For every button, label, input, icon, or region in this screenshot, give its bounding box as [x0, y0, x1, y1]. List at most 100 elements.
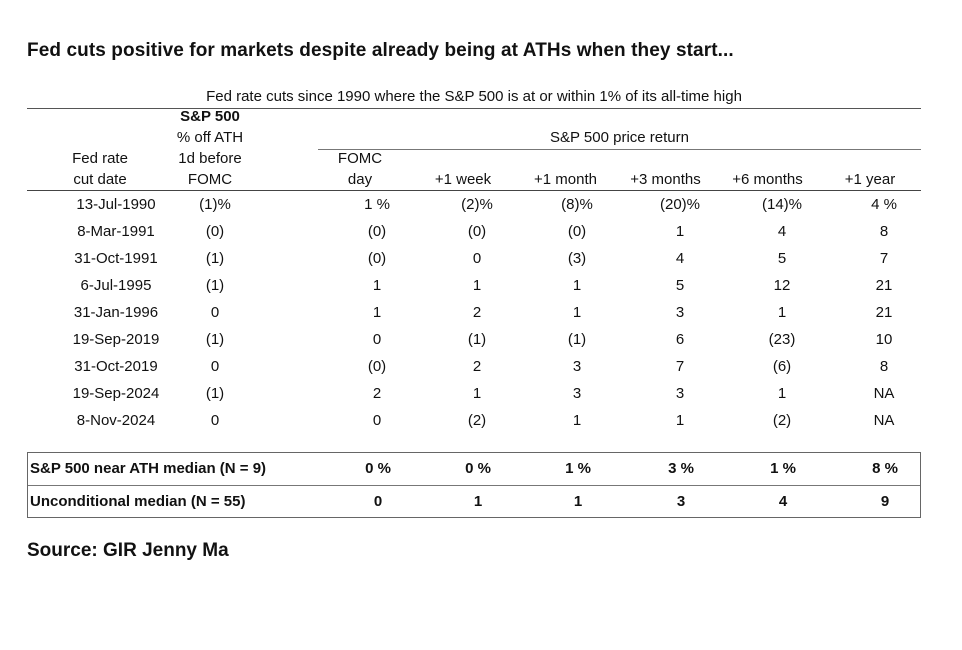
cell-3-months: 5 [675, 277, 685, 294]
header-1-week: +1 week [434, 171, 492, 188]
summary-6-months: 1 % [770, 460, 796, 477]
cell-6-months: 1 [777, 304, 787, 321]
cell-1-week: 1 [472, 385, 482, 402]
cell-date: 31-Jan-1996 [73, 304, 159, 321]
summary-1-year: 8 % [872, 460, 898, 477]
summary-3-months: 3 [676, 493, 686, 510]
data-rows: 13-Jul-1990 (1)% 1 % (2)% (8)% (20)% (14… [27, 191, 921, 434]
cell-1-week: 0 [472, 250, 482, 267]
cell-6-months: 5 [777, 250, 787, 267]
header-off-ath-line1: S&P 500 [180, 108, 240, 125]
summary-1-month: 1 [573, 493, 583, 510]
cell-date: 19-Sep-2024 [72, 385, 160, 402]
summary-label: S&P 500 near ATH median (N = 9) [30, 460, 267, 477]
cell-1-month: 1 [572, 304, 582, 321]
cell-6-months: 12 [773, 277, 791, 294]
cell-date: 13-Jul-1990 [76, 196, 156, 213]
cell-off-ath: 0 [210, 358, 220, 375]
cell-1-year: 10 [875, 331, 893, 348]
cell-1-week: (2) [467, 412, 487, 429]
cell-1-month: 3 [572, 385, 582, 402]
header-fomc-day: FOMC day [320, 148, 400, 190]
cell-date: 8-Mar-1991 [77, 223, 155, 240]
cell-1-month: (8)% [561, 196, 593, 213]
cell-off-ath: 0 [210, 304, 220, 321]
summary-row-ath-median: S&P 500 near ATH median (N = 9) 0 % 0 % … [28, 453, 920, 486]
cell-3-months: 3 [675, 304, 685, 321]
cell-date: 8-Nov-2024 [76, 412, 156, 429]
cell-3-months: 1 [675, 412, 685, 429]
source-note: Source: GIR Jenny Ma [27, 540, 229, 561]
summary-6-months: 4 [778, 493, 788, 510]
cell-6-months: (14)% [761, 196, 802, 213]
cell-date: 19-Sep-2019 [72, 331, 160, 348]
cell-3-months: 3 [675, 385, 685, 402]
summary-box: S&P 500 near ATH median (N = 9) 0 % 0 % … [27, 452, 921, 518]
cell-fomc-day: 1 % [364, 196, 390, 213]
header-fomc-line2: day [347, 171, 373, 188]
cell-fomc-day: 0 [372, 412, 382, 429]
cell-date: 6-Jul-1995 [80, 277, 152, 294]
summary-1-month: 1 % [565, 460, 591, 477]
cell-date: 31-Oct-2019 [74, 358, 158, 375]
cell-off-ath: (1) [205, 385, 225, 402]
table-row: 19-Sep-2024 (1) 2 1 3 3 1 NA [27, 380, 921, 407]
cell-1-year: 4 % [871, 196, 897, 213]
summary-label: Unconditional median (N = 55) [30, 493, 246, 510]
cell-1-week: 2 [472, 304, 482, 321]
header-1-year: +1 year [844, 171, 896, 188]
cell-1-week: (2)% [461, 196, 493, 213]
cell-fomc-day: (0) [367, 358, 387, 375]
cell-1-month: (1) [567, 331, 587, 348]
cell-1-week: 1 [472, 277, 482, 294]
cell-off-ath: (1) [205, 277, 225, 294]
table-row: 31-Oct-1991 (1) (0) 0 (3) 4 5 7 [27, 245, 921, 272]
cell-fomc-day: 0 [372, 331, 382, 348]
cell-off-ath: 0 [210, 412, 220, 429]
cell-1-week: 2 [472, 358, 482, 375]
header-6-months: +6 months [732, 171, 803, 188]
cell-6-months: (2) [772, 412, 792, 429]
cell-off-ath: (1)% [199, 196, 231, 213]
table-row: 8-Mar-1991 (0) (0) (0) (0) 1 4 8 [27, 218, 921, 245]
cell-1-week: (1) [467, 331, 487, 348]
summary-row-unconditional-median: Unconditional median (N = 55) 0 1 1 3 4 … [28, 486, 920, 518]
table-row: 19-Sep-2019 (1) 0 (1) (1) 6 (23) 10 [27, 326, 921, 353]
header-fomc-line1: FOMC [337, 150, 383, 167]
cell-6-months: (6) [772, 358, 792, 375]
cell-1-year: 8 [879, 223, 889, 240]
group-underline [318, 149, 921, 150]
header-off-ath-line3: 1d before [178, 150, 242, 167]
cell-fomc-day: 1 [372, 277, 382, 294]
cell-3-months: 1 [675, 223, 685, 240]
table-row: 6-Jul-1995 (1) 1 1 1 5 12 21 [27, 272, 921, 299]
table-subtitle: Fed rate cuts since 1990 where the S&P 5… [27, 86, 921, 109]
cell-3-months: 4 [675, 250, 685, 267]
header-price-return-group: S&P 500 price return [550, 129, 689, 146]
table-row: 31-Oct-2019 0 (0) 2 3 7 (6) 8 [27, 353, 921, 380]
cell-1-year: 8 [879, 358, 889, 375]
header-cut-date: Fed rate cut date [40, 148, 160, 190]
summary-3-months: 3 % [668, 460, 694, 477]
header-1-month: +1 month [534, 171, 597, 188]
page-title: Fed cuts positive for markets despite al… [27, 40, 734, 61]
table-row: 13-Jul-1990 (1)% 1 % (2)% (8)% (20)% (14… [27, 191, 921, 218]
summary-1-week: 0 % [465, 460, 491, 477]
header-cut-date-line1: Fed rate [72, 150, 128, 167]
cell-date: 31-Oct-1991 [74, 250, 158, 267]
header-off-ath-line4: FOMC [187, 171, 233, 188]
cell-fomc-day: (0) [367, 250, 387, 267]
summary-1-year: 9 [880, 493, 890, 510]
cell-1-year: 7 [879, 250, 889, 267]
cell-off-ath: (1) [205, 331, 225, 348]
cell-off-ath: (0) [205, 223, 225, 240]
cell-1-year: 21 [875, 304, 893, 321]
cell-1-month: (3) [567, 250, 587, 267]
cell-1-week: (0) [467, 223, 487, 240]
cell-1-year: 21 [875, 277, 893, 294]
cell-off-ath: (1) [205, 250, 225, 267]
cell-6-months: 1 [777, 385, 787, 402]
table-row: 8-Nov-2024 0 0 (2) 1 1 (2) NA [27, 407, 921, 434]
cell-1-month: 1 [572, 277, 582, 294]
header-3-months: +3 months [630, 171, 701, 188]
